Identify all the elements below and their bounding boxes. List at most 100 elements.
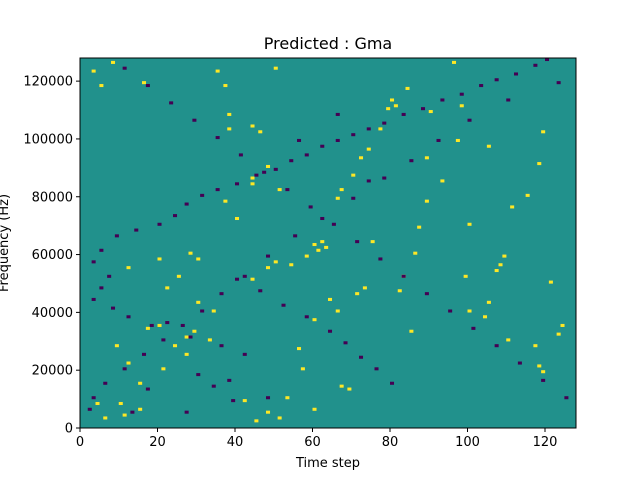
y-tick-label: 20000 [32,364,73,379]
heatmap-cell-high [91,69,96,73]
heatmap-cell-low [227,378,232,382]
heatmap-cell-low [374,367,379,371]
heatmap-cell-low [335,112,340,116]
heatmap-cell-high [223,84,228,88]
heatmap-cell-low [196,373,201,377]
heatmap-cell-low [149,323,154,327]
heatmap-cell-high [157,323,162,327]
x-axis: 0 20 40 60 80 100 120 [76,428,557,450]
heatmap-cell-low [192,118,197,122]
heatmap-cell-low [421,107,426,111]
heatmap-cell-high [486,144,491,148]
heatmap-cell-low [541,378,546,382]
x-tick-label: 0 [76,435,84,450]
heatmap-cell-low [266,254,271,258]
heatmap-cell-low [359,355,364,359]
heatmap-cell-high [362,286,367,290]
heatmap-cell-high [316,248,321,252]
heatmap-cell-low [200,193,205,197]
heatmap-cell-high [165,286,170,290]
heatmap-cell-high [196,300,201,304]
heatmap-cell-low [134,228,139,232]
heatmap-cell-low [99,286,104,290]
heatmap-cell-low [235,182,240,186]
heatmap-cell-low [173,214,178,218]
heatmap-cell-low [351,133,356,137]
heatmap-cell-high [413,251,418,255]
heatmap-cell-low [293,234,298,238]
heatmap-cell-low [285,188,290,192]
heatmap-cell-low [114,234,119,238]
heatmap-cell-high [335,309,340,313]
heatmap-cell-low [448,309,453,313]
heatmap-cell-high [215,69,220,73]
heatmap-cell-low [122,367,127,371]
heatmap-cell-high [347,387,352,391]
heatmap-cell-high [393,104,398,108]
heatmap-cell-high [242,399,247,403]
x-tick-label: 100 [455,435,480,450]
heatmap-cell-high [188,251,193,255]
x-tick-label: 60 [304,435,321,450]
heatmap-cell-high [207,338,212,342]
heatmap-cell-high [463,274,468,278]
heatmap-cell-high [289,263,294,267]
heatmap-cell-low [378,257,383,261]
heatmap-cell-high [320,240,325,244]
x-axis-title: Time step [295,456,360,471]
heatmap-cell-low [320,216,325,221]
plot-frame [79,57,577,429]
heatmap-cell-low [126,315,131,319]
heatmap-cell-low [471,326,476,330]
heatmap-cell-high [424,156,429,160]
heatmap-cell-high [250,277,255,281]
heatmap-cell-high [95,401,100,406]
heatmap-cell-low [409,159,414,163]
heatmap-cell-high [548,280,553,284]
heatmap-cell-high [111,60,116,64]
heatmap-cell-high [359,156,364,160]
heatmap-cell-low [297,138,302,142]
heatmap-cell-high [184,352,189,356]
heatmap-cell-high [138,407,143,411]
heatmap-cell-low [545,58,550,62]
heatmap-cell-low [184,410,189,414]
heatmap-cell-low [440,98,445,102]
heatmap-cell-high [138,381,143,385]
heatmap-cell-low [107,274,112,278]
heatmap-cell-high [297,347,302,351]
heatmap-cell-high [103,416,108,420]
heatmap-cell-high [366,147,371,151]
heatmap-cell-low [320,144,325,148]
y-axis-title: Frequency (Hz) [0,194,12,292]
x-tick-label: 20 [149,435,166,450]
y-tick-label: 120000 [23,75,73,90]
heatmap-cell-low [91,260,96,264]
heatmap-background [80,58,576,428]
heatmap-cell-high [176,274,181,278]
heatmap-cell-low [254,173,259,177]
heatmap-cell-low [390,381,395,385]
x-tick-label: 40 [227,435,244,450]
heatmap-cell-high [355,292,360,296]
heatmap-cell-low [188,335,193,339]
heatmap-cell-low [262,170,267,174]
heatmap-cell-high [211,309,216,313]
heatmap-cell-low [366,127,371,131]
heatmap-cell-high [417,225,422,229]
heatmap-cell-high [250,124,255,128]
heatmap-cell-high [459,104,464,108]
heatmap-cell-high [486,300,491,304]
heatmap-cell-high [328,297,333,301]
heatmap-cell-low [184,202,189,206]
heatmap-cell-high [312,318,317,322]
heatmap-cell-high [541,370,546,374]
heatmap-cell-high [541,130,546,134]
heatmap-cell-low [180,323,185,327]
heatmap-cell-low [494,78,499,82]
heatmap-cell-low [142,352,147,356]
heatmap-cell-high [227,127,232,131]
plot-area [80,58,576,428]
heatmap-cell-high [351,173,356,177]
